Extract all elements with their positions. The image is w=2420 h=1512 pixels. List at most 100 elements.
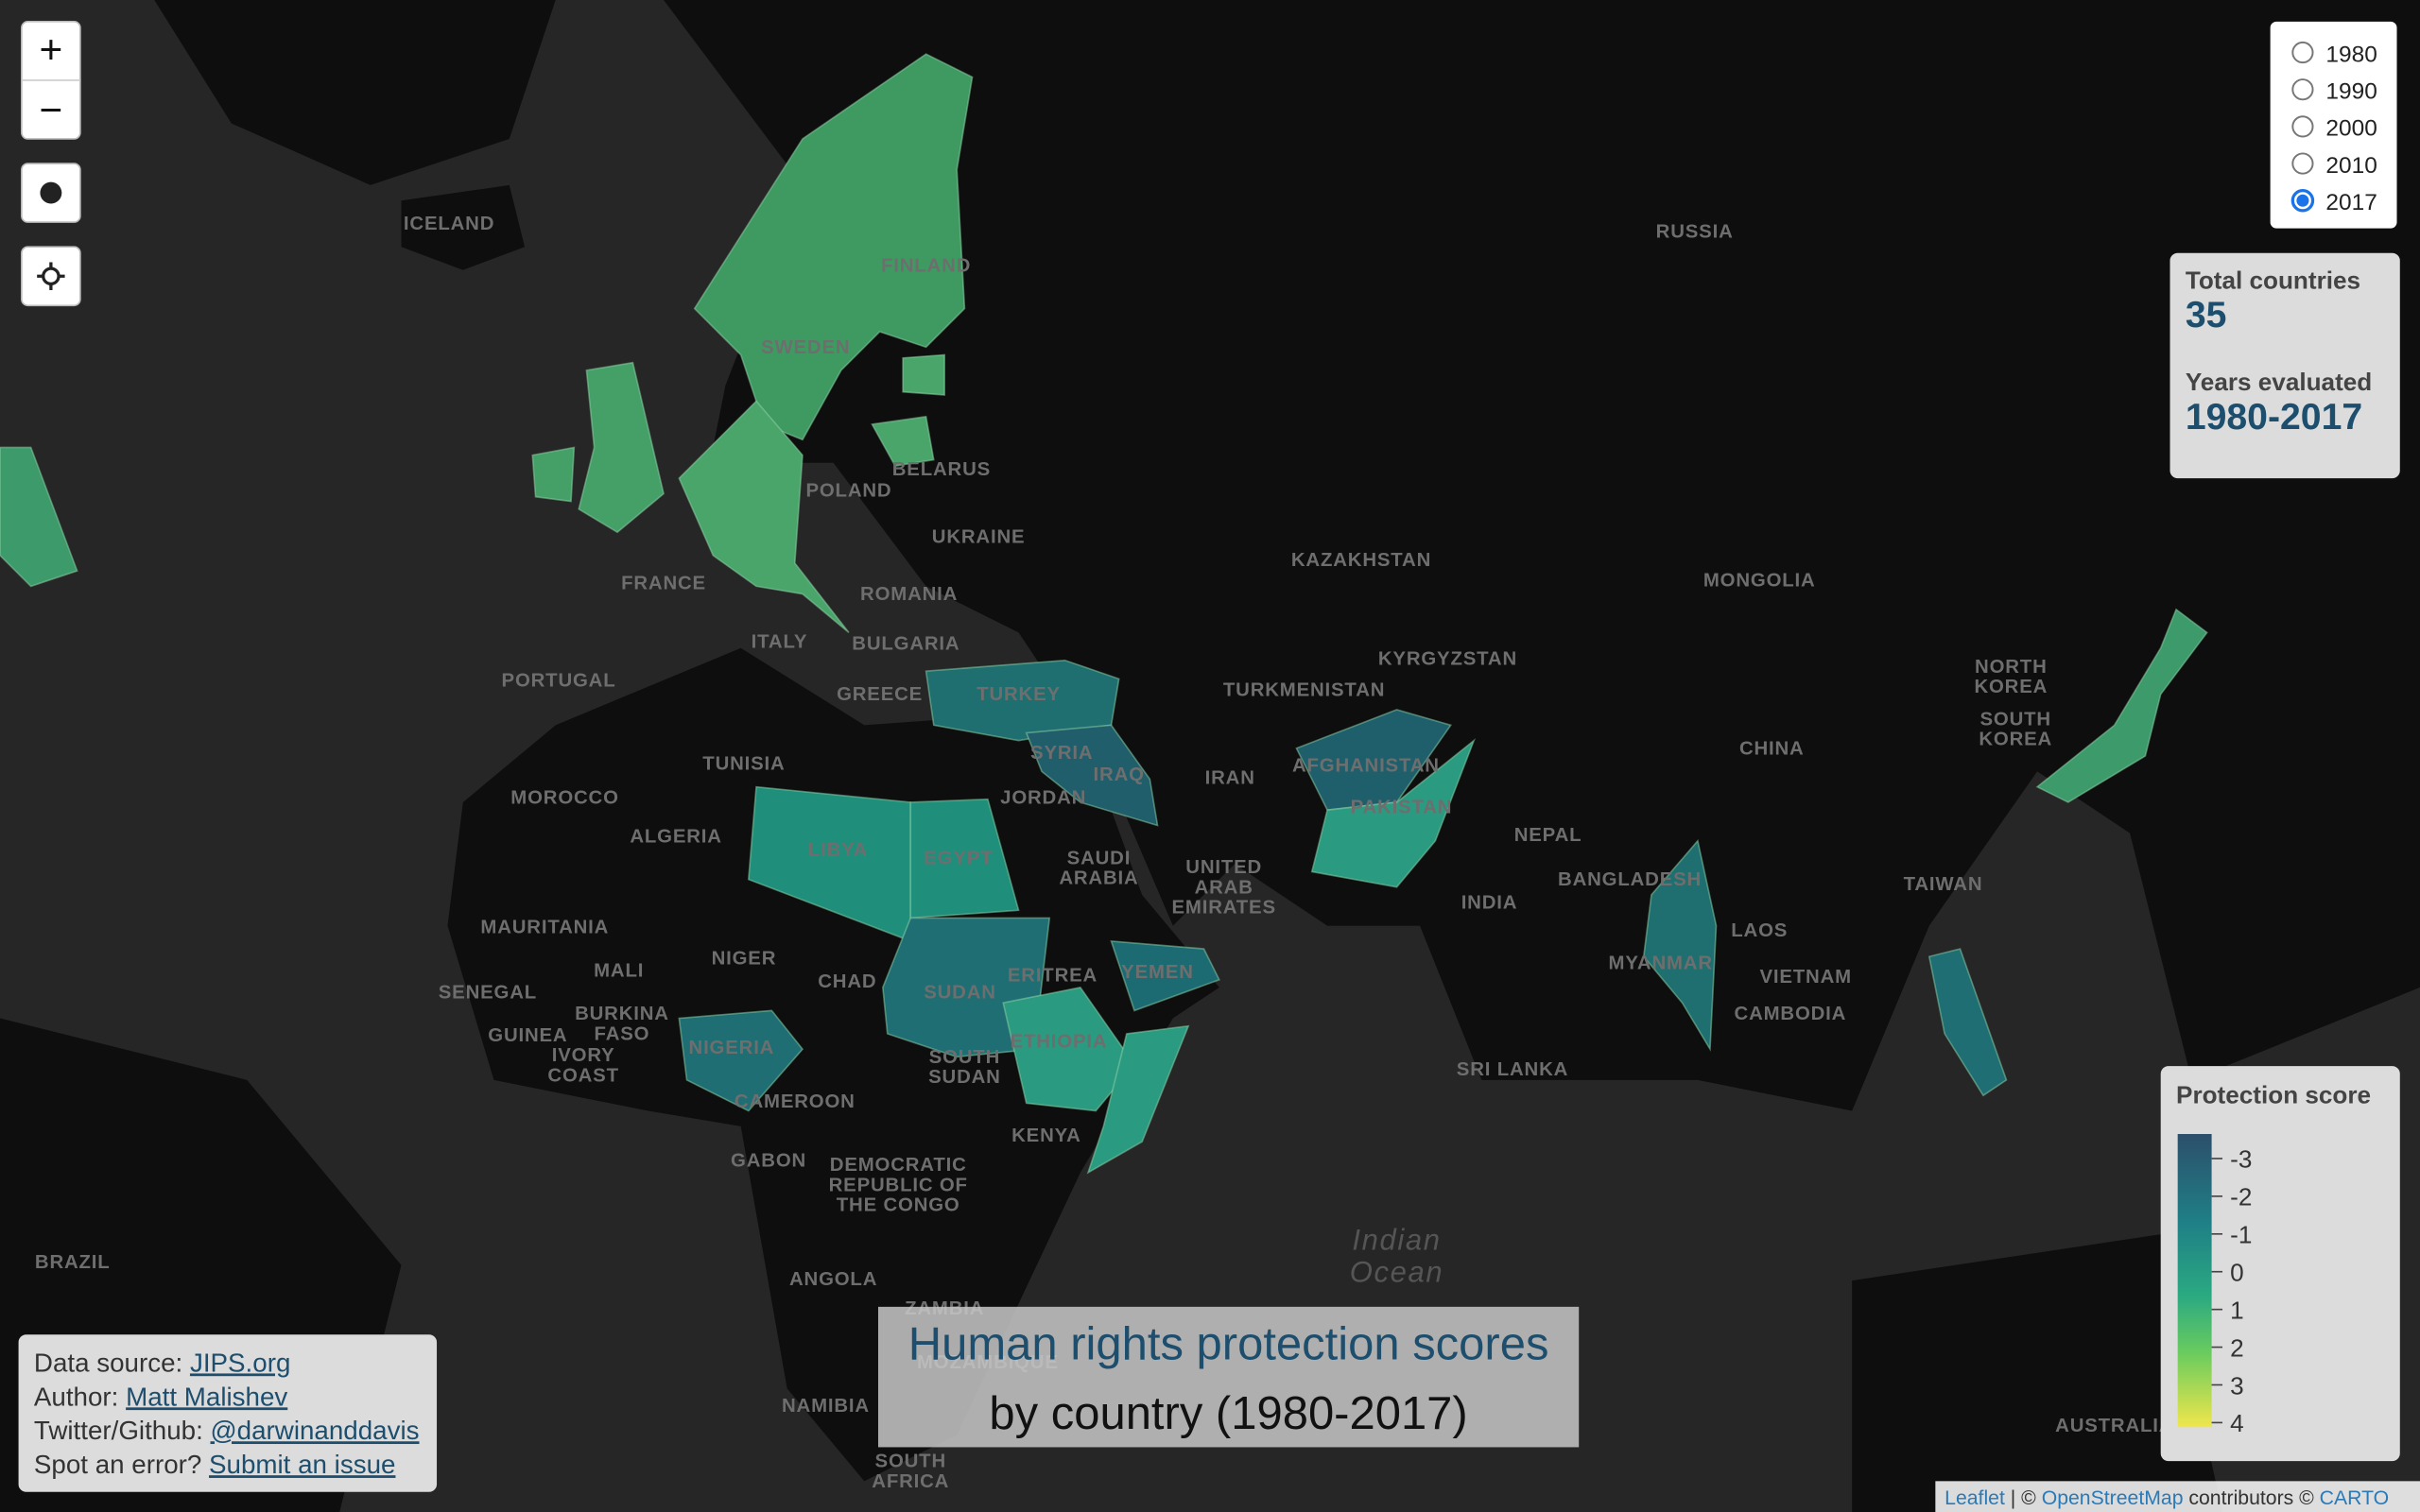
colorbar <box>2177 1134 2212 1428</box>
attribution-link[interactable]: Leaflet <box>1945 1487 2005 1509</box>
map-label: BANGLADESH <box>1558 869 1702 890</box>
map-label: BRAZIL <box>35 1252 111 1273</box>
map-label: NORTH <box>1975 657 2048 678</box>
info-panel: Total countries 35 Years evaluated 1980-… <box>2169 252 2400 479</box>
info-box <box>2169 252 2400 479</box>
map-label: KENYA <box>1011 1125 1081 1146</box>
map-label: NEPAL <box>1514 825 1582 846</box>
legend-tick-label: 2 <box>2230 1333 2244 1362</box>
map-label: CHAD <box>818 971 876 992</box>
map-label: SUDAN <box>924 982 996 1003</box>
map-label: YEMEN <box>1121 962 1194 983</box>
year-option[interactable]: 2000 <box>2325 116 2377 142</box>
map-label: GREECE <box>837 684 923 705</box>
legend: Protection score -3 -2 -1 0 1 2 3 4 <box>2160 1066 2400 1462</box>
map-label: ERITREA <box>1008 965 1098 986</box>
zoom-in[interactable]: + <box>39 27 62 72</box>
map-label: FASO <box>595 1023 650 1044</box>
map-label: IRAQ <box>1094 765 1145 785</box>
map-label: VIETNAM <box>1759 967 1851 988</box>
credit-line: Spot an error? Submit an issue <box>34 1450 396 1479</box>
map-label: BULGARIA <box>852 633 959 654</box>
map-label: SENEGAL <box>439 982 537 1003</box>
attribution: Leaflet | © OpenStreetMap contributors ©… <box>1935 1481 2420 1512</box>
map-label: ANGOLA <box>789 1269 877 1290</box>
map-label: LAOS <box>1731 920 1788 941</box>
attribution-bg <box>1935 1481 2420 1512</box>
map-label: AFGHANISTAN <box>1292 755 1440 776</box>
year-option[interactable]: 1980 <box>2325 42 2377 67</box>
credit-label: Twitter/Github: <box>34 1416 211 1445</box>
map-label: COAST <box>547 1065 618 1086</box>
map-label: IRAN <box>1205 767 1255 788</box>
map-label: TAIWAN <box>1904 874 1983 895</box>
map-label: UKRAINE <box>932 527 1026 548</box>
legend-tick-label: -3 <box>2230 1145 2252 1174</box>
map-label: SRI LANKA <box>1457 1059 1568 1080</box>
legend-tick-label: 0 <box>2230 1259 2244 1287</box>
map-label: Indian <box>1352 1223 1441 1256</box>
zoom-control: + − <box>21 21 81 140</box>
year-option[interactable]: 1990 <box>2325 78 2377 104</box>
credit-line: Twitter/Github: @darwinanddavis <box>34 1416 420 1445</box>
map-label: SOUTH <box>1980 709 2051 730</box>
map-label: SOUTH <box>929 1047 1000 1068</box>
info-label: Total countries <box>2186 266 2360 294</box>
zoom-out[interactable]: − <box>39 88 62 132</box>
title: Human rights protection scores <box>908 1318 1549 1369</box>
credit-label: Author: <box>34 1382 126 1411</box>
year-option[interactable]: 2017 <box>2325 190 2377 215</box>
map-label: MOROCCO <box>510 788 618 809</box>
map-label: JORDAN <box>1000 788 1086 809</box>
locate-button[interactable] <box>21 246 81 307</box>
credits: Data source: JIPS.org Author: Matt Malis… <box>18 1334 438 1492</box>
legend-title: Protection score <box>2176 1080 2371 1108</box>
year-radio[interactable] <box>2291 152 2314 175</box>
legend-tick-label: 3 <box>2230 1371 2244 1400</box>
map-label: TUNISIA <box>702 754 785 775</box>
subtitle: by country (1980-2017) <box>989 1388 1467 1439</box>
credit-link[interactable]: Matt Malishev <box>126 1382 287 1411</box>
title-box: Human rights protection scores by countr… <box>877 1306 1580 1448</box>
credit-link[interactable]: JIPS.org <box>190 1348 290 1377</box>
year-radio[interactable] <box>2291 115 2314 138</box>
map-label: INDIA <box>1461 893 1518 914</box>
map-label: EMIRATES <box>1172 898 1276 919</box>
map-label: ALGERIA <box>630 826 721 847</box>
map-label: SAUDI <box>1067 848 1132 868</box>
credit-line: Author: Matt Malishev <box>34 1382 287 1411</box>
globe-button[interactable] <box>21 163 81 223</box>
credit-link[interactable]: Submit an issue <box>209 1450 395 1479</box>
year-radio[interactable] <box>2291 78 2314 101</box>
legend-box <box>2160 1066 2400 1462</box>
info-value: 35 <box>2186 295 2227 335</box>
attribution-link[interactable]: CARTO <box>2320 1487 2390 1509</box>
map-label: SUDAN <box>928 1067 1001 1088</box>
title-bg <box>877 1306 1580 1448</box>
info-label: Years evaluated <box>2186 368 2372 396</box>
credit-link[interactable]: @darwinanddavis <box>211 1416 420 1445</box>
attribution-text: Leaflet | © OpenStreetMap contributors ©… <box>1945 1487 2389 1509</box>
map-label: CAMEROON <box>735 1091 856 1112</box>
map-label: NIGER <box>712 948 777 969</box>
map-label: IVORY <box>552 1045 615 1066</box>
map-label: MALI <box>594 960 644 981</box>
map-label: KAZAKHSTAN <box>1291 550 1431 571</box>
map-label: PAKISTAN <box>1351 797 1453 817</box>
year-panel <box>2270 21 2397 229</box>
map-label: DEMOCRATIC <box>830 1155 967 1176</box>
map-label: MONGOLIA <box>1703 570 1816 591</box>
year-radio[interactable] <box>2291 41 2314 64</box>
attribution-link[interactable]: OpenStreetMap <box>2042 1487 2184 1509</box>
legend-tick-label: -2 <box>2230 1183 2252 1211</box>
year-selector: 1980 1990 2000 2010 2017 <box>2270 21 2397 229</box>
countries[interactable] <box>0 53 2208 1175</box>
map-label: Ocean <box>1350 1256 1444 1289</box>
info-value: 1980-2017 <box>2186 397 2362 438</box>
map-label: LIBYA <box>808 840 868 861</box>
year-option[interactable]: 2010 <box>2325 153 2377 179</box>
map-label: TURKMENISTAN <box>1223 679 1385 700</box>
